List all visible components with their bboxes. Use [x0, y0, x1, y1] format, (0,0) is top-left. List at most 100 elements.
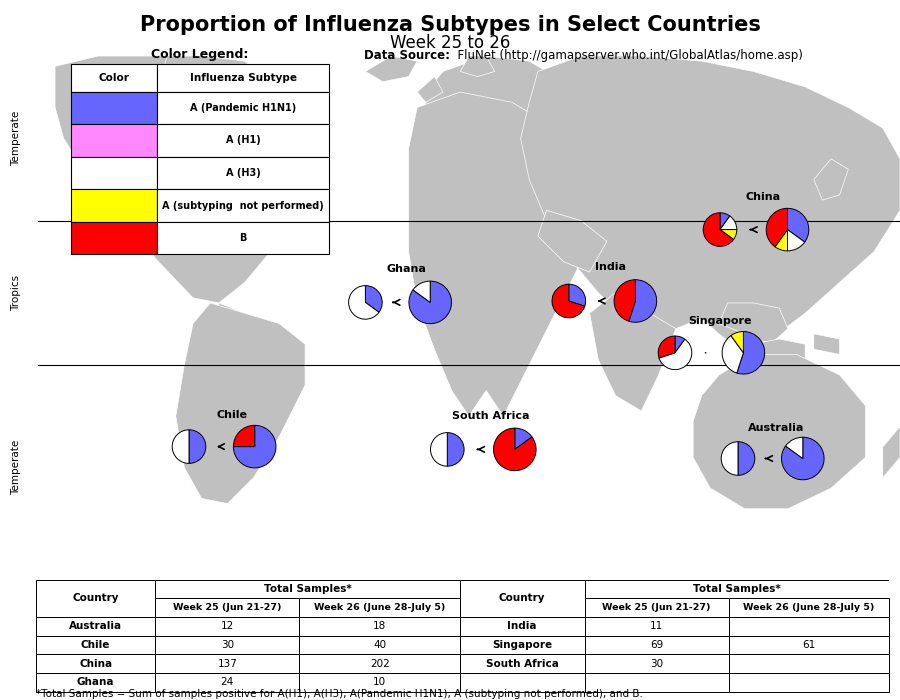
Bar	[156, 617, 300, 636]
Text: A (Pandemic H1N1): A (Pandemic H1N1)	[190, 103, 296, 113]
Text: Australia: Australia	[69, 622, 122, 631]
Bar	[729, 636, 889, 654]
Bar	[70, 157, 157, 189]
Wedge shape	[629, 280, 657, 322]
Text: Influenza Subtype: Influenza Subtype	[190, 73, 296, 83]
Wedge shape	[413, 281, 430, 302]
Wedge shape	[720, 216, 737, 230]
Text: Country: Country	[72, 594, 119, 603]
Text: 18: 18	[373, 622, 386, 631]
Bar	[460, 617, 585, 636]
Text: Chile: Chile	[217, 410, 248, 420]
Bar	[460, 673, 585, 692]
Text: A (subtyping  not performed): A (subtyping not performed)	[162, 201, 324, 211]
Text: 30: 30	[650, 659, 663, 668]
Bar	[585, 598, 729, 617]
Bar	[156, 636, 300, 654]
Bar	[36, 654, 156, 673]
Bar	[729, 598, 889, 617]
Bar	[729, 673, 889, 692]
Bar	[460, 580, 585, 617]
Wedge shape	[659, 340, 692, 370]
Text: Temperate: Temperate	[11, 111, 22, 166]
Wedge shape	[788, 209, 809, 242]
Polygon shape	[55, 56, 288, 303]
Bar	[585, 673, 729, 692]
Text: 40: 40	[374, 640, 386, 650]
Polygon shape	[520, 56, 900, 354]
Wedge shape	[781, 438, 824, 480]
Bar	[300, 617, 460, 636]
Text: 30: 30	[220, 640, 234, 650]
Polygon shape	[418, 76, 443, 102]
Bar	[585, 617, 729, 636]
Bar	[729, 617, 889, 636]
Wedge shape	[172, 430, 189, 463]
Bar	[36, 673, 156, 692]
Polygon shape	[538, 210, 607, 272]
Polygon shape	[693, 354, 866, 509]
Bar	[70, 64, 157, 92]
Bar	[157, 92, 329, 124]
Bar	[729, 654, 889, 673]
Bar	[156, 580, 460, 598]
Text: Week 26 (June 28-July 5): Week 26 (June 28-July 5)	[314, 603, 446, 612]
Text: 202: 202	[370, 659, 390, 668]
Bar	[585, 636, 729, 654]
Polygon shape	[883, 426, 900, 478]
Polygon shape	[590, 293, 676, 411]
Bar	[460, 654, 585, 673]
Bar	[585, 654, 729, 673]
Text: A (H1): A (H1)	[226, 135, 260, 146]
Wedge shape	[788, 230, 805, 251]
Bar	[157, 157, 329, 189]
Bar	[300, 654, 460, 673]
Wedge shape	[447, 433, 464, 466]
Text: Week 25 (Jun 21-27): Week 25 (Jun 21-27)	[173, 603, 282, 612]
Wedge shape	[720, 230, 737, 239]
Bar	[460, 636, 585, 654]
Text: Tropics: Tropics	[11, 274, 22, 311]
Bar	[300, 636, 460, 654]
Wedge shape	[348, 286, 379, 319]
Text: 12: 12	[220, 622, 234, 631]
Wedge shape	[737, 332, 765, 374]
Polygon shape	[814, 159, 849, 200]
Polygon shape	[176, 303, 305, 503]
Text: India: India	[508, 622, 537, 631]
Bar	[70, 222, 157, 255]
Text: B: B	[239, 233, 247, 243]
Bar	[36, 617, 156, 636]
Polygon shape	[719, 303, 788, 344]
Wedge shape	[675, 336, 685, 353]
Wedge shape	[614, 280, 635, 321]
Wedge shape	[569, 284, 586, 306]
Wedge shape	[703, 213, 733, 246]
Polygon shape	[814, 334, 840, 354]
Text: Ghana: Ghana	[76, 678, 114, 687]
Bar	[70, 92, 157, 124]
Wedge shape	[189, 430, 206, 463]
Wedge shape	[738, 442, 755, 475]
Text: FluNet (http://gamapserver.who.int/GlobalAtlas/home.asp): FluNet (http://gamapserver.who.int/Globa…	[450, 49, 803, 62]
Text: Week 25 (Jun 21-27): Week 25 (Jun 21-27)	[602, 603, 711, 612]
Text: Week 26 (June 28-July 5): Week 26 (June 28-July 5)	[743, 603, 875, 612]
Bar	[585, 580, 889, 598]
Text: Ghana: Ghana	[387, 265, 427, 274]
Text: *Total Samples = Sum of samples positive for A(H1), A(H3), A(Pandemic H1N1), A (: *Total Samples = Sum of samples positive…	[36, 689, 643, 699]
Text: 61: 61	[803, 640, 815, 650]
Wedge shape	[233, 426, 276, 468]
Wedge shape	[766, 209, 788, 247]
Wedge shape	[515, 428, 532, 449]
Text: Chile: Chile	[81, 640, 111, 650]
Wedge shape	[720, 213, 730, 230]
Wedge shape	[365, 286, 382, 312]
Bar	[300, 673, 460, 692]
Text: South Africa: South Africa	[452, 412, 529, 421]
Bar	[70, 189, 157, 222]
Polygon shape	[753, 339, 806, 365]
Bar	[157, 189, 329, 222]
Text: Australia: Australia	[748, 423, 804, 433]
Text: Week 25 to 26: Week 25 to 26	[390, 34, 510, 52]
Text: A (H3): A (H3)	[226, 168, 260, 178]
